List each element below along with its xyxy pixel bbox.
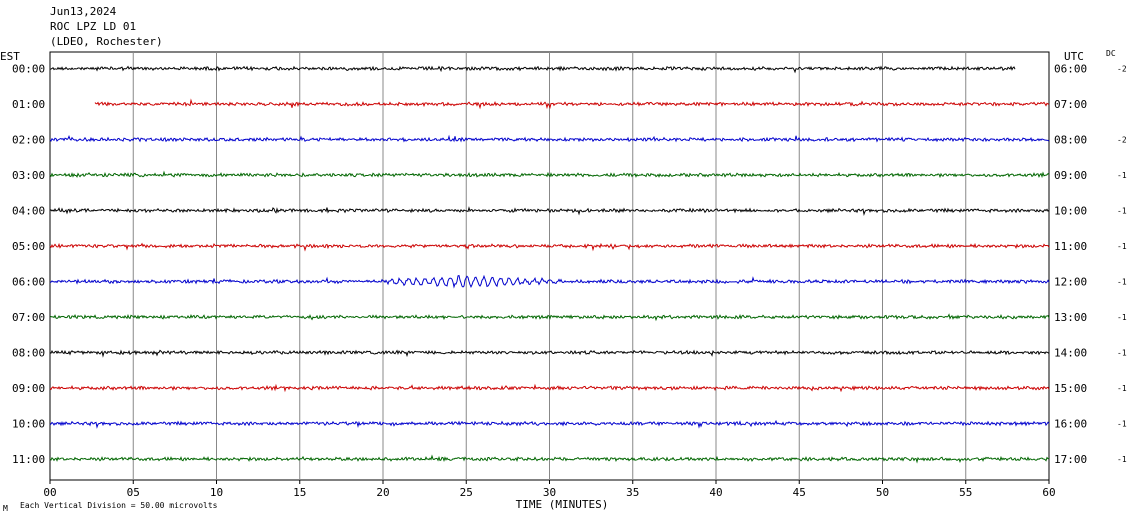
trace-line [49, 454, 1050, 464]
trace-line [49, 134, 1050, 143]
est-row-label: 09:00 [12, 382, 45, 395]
dc-value: -1 [1117, 420, 1127, 429]
left-timezone-label: EST [0, 50, 20, 63]
trace-line [49, 274, 1050, 289]
est-row-label: 06:00 [12, 276, 45, 289]
trace-line [49, 65, 1016, 74]
est-row-label: 10:00 [12, 418, 45, 431]
est-row-label: 02:00 [12, 134, 45, 147]
x-tick-label: 20 [376, 486, 389, 499]
est-row-label: 01:00 [12, 98, 45, 111]
x-tick-label: 25 [460, 486, 473, 499]
est-row-label: 11:00 [12, 453, 45, 466]
utc-row-label: 09:00 [1054, 169, 1087, 182]
scale-note: Each Vertical Division = 50.00 microvolt… [20, 501, 218, 510]
x-tick-label: 55 [959, 486, 972, 499]
trace-row: 05:00 11:00 -1 [12, 240, 1127, 253]
trace-line [49, 419, 1050, 429]
corner-mark: M [3, 504, 8, 513]
trace-row: 07:00 13:00 -1 [12, 311, 1127, 324]
dc-value: -1 [1117, 313, 1127, 322]
dc-value: -1 [1117, 384, 1127, 393]
trace-line [49, 170, 1050, 179]
est-row-label: 04:00 [12, 205, 45, 218]
trace-row: 03:00 09:00 -1 [12, 169, 1127, 182]
dc-value: -1 [1117, 349, 1127, 358]
est-row-label: 07:00 [12, 311, 45, 324]
trace-line [49, 349, 1050, 358]
utc-row-label: 08:00 [1054, 134, 1087, 147]
x-tick-label: 40 [709, 486, 722, 499]
trace-line [49, 206, 1050, 217]
utc-row-label: 14:00 [1054, 347, 1087, 360]
dc-value: -2 [1117, 65, 1127, 74]
utc-row-label: 15:00 [1054, 382, 1087, 395]
x-tick-label: 05 [127, 486, 140, 499]
right-timezone-label: UTC [1064, 50, 1084, 63]
trace-row: 06:00 12:00 -1 [12, 274, 1127, 289]
trace-row: 09:00 15:00 -1 [12, 382, 1127, 395]
trace-row: 11:00 17:00 -1 [12, 453, 1127, 466]
x-tick-label: 35 [626, 486, 639, 499]
station-label: ROC LPZ LD 01 [50, 20, 136, 33]
x-tick-label: 50 [876, 486, 889, 499]
dc-value: -2 [1117, 136, 1127, 145]
trace-row: 02:00 08:00 -2 [12, 134, 1127, 147]
utc-row-label: 17:00 [1054, 453, 1087, 466]
trace-row: 00:00 06:00 -2 [12, 63, 1127, 76]
date-label: Jun13,2024 [50, 5, 117, 18]
trace-line [94, 98, 1050, 110]
est-row-label: 05:00 [12, 240, 45, 253]
x-tick-label: 10 [210, 486, 223, 499]
dc-value: -1 [1117, 278, 1127, 287]
trace-line [49, 242, 1050, 252]
utc-row-label: 11:00 [1054, 240, 1087, 253]
dc-value: -1 [1117, 455, 1127, 464]
dc-value: -1 [1117, 242, 1127, 251]
x-axis: 00 05 10 15 20 25 30 35 40 45 50 55 60 [43, 480, 1056, 499]
x-tick-label: 30 [543, 486, 556, 499]
utc-row-label: 10:00 [1054, 205, 1087, 218]
utc-row-label: 12:00 [1054, 276, 1087, 289]
trace-row: 10:00 16:00 -1 [12, 418, 1127, 431]
trace-row: 01:00 07:00 [12, 98, 1087, 111]
est-row-label: 00:00 [12, 63, 45, 76]
x-tick-label: 15 [293, 486, 306, 499]
trace-line [49, 383, 1050, 393]
trace-line [49, 313, 1050, 322]
utc-row-label: 13:00 [1054, 311, 1087, 324]
x-tick-label: 60 [1042, 486, 1055, 499]
dc-value: -1 [1117, 171, 1127, 180]
x-tick-label: 45 [793, 486, 806, 499]
trace-row: 04:00 10:00 -1 [12, 205, 1127, 218]
dc-header-label: DC [1106, 49, 1116, 58]
utc-row-label: 07:00 [1054, 98, 1087, 111]
est-row-label: 03:00 [12, 169, 45, 182]
x-axis-title: TIME (MINUTES) [516, 498, 609, 511]
x-tick-label: 00 [43, 486, 56, 499]
utc-row-label: 16:00 [1054, 418, 1087, 431]
utc-row-label: 06:00 [1054, 63, 1087, 76]
trace-row: 08:00 14:00 -1 [12, 347, 1127, 360]
vertical-gridlines [132, 52, 967, 480]
dc-value: -1 [1117, 207, 1127, 216]
est-row-label: 08:00 [12, 347, 45, 360]
network-label: (LDEO, Rochester) [50, 35, 163, 48]
